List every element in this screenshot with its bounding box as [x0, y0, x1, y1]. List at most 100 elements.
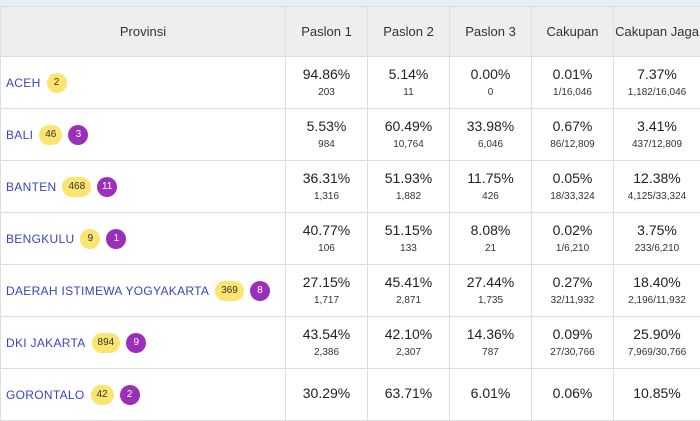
yellow-count-badge[interactable]: 2 — [47, 73, 67, 93]
header-cakupan[interactable]: Cakupan — [532, 7, 614, 57]
count-value: 32/11,932 — [532, 294, 613, 308]
paslon-3-cell: 27.44%1,735 — [450, 265, 532, 317]
paslon-3-cell: 6.01% — [450, 369, 532, 421]
count-value: 21 — [450, 242, 531, 256]
percentage-value: 7.37% — [614, 66, 700, 83]
count-value: 2,386 — [286, 346, 367, 360]
province-cell: GORONTALO 42 2 — [1, 369, 286, 421]
header-paslon-2[interactable]: Paslon 2 — [368, 7, 450, 57]
cakupan-jaga-cell: 12.38% 4,125/33,324 — [614, 161, 700, 213]
percentage-value: 10.85% — [614, 385, 700, 402]
percentage-value: 51.15% — [368, 222, 449, 239]
count-value: 106 — [286, 242, 367, 256]
percentage-value: 63.71% — [368, 385, 449, 402]
province-link[interactable]: DKI JAKARTA — [6, 336, 86, 350]
percentage-value: 25.90% — [614, 326, 700, 343]
count-value: 11 — [368, 86, 449, 100]
percentage-value: 18.40% — [614, 274, 700, 291]
cakupan-cell: 0.05%18/33,324 — [532, 161, 614, 213]
purple-count-badge[interactable]: 3 — [68, 125, 88, 145]
paslon-2-cell: 5.14% 11 — [368, 57, 450, 109]
cakupan-jaga-cell: 7.37%1,182/16,046 — [614, 57, 700, 109]
count-value: 2,196/11,932 — [614, 294, 700, 308]
percentage-value: 12.38% — [614, 170, 700, 187]
yellow-count-badge[interactable]: 369 — [215, 281, 244, 301]
paslon-1-cell: 43.54% 2,386 — [286, 317, 368, 369]
count-value: 2,871 — [368, 294, 449, 308]
paslon-3-cell: 14.36% 787 — [450, 317, 532, 369]
paslon-3-cell: 33.98% 6,046 — [450, 109, 532, 161]
paslon-1-cell: 5.53%984 — [286, 109, 368, 161]
percentage-value: 42.10% — [368, 326, 449, 343]
count-value: 1,735 — [450, 294, 531, 308]
percentage-value: 30.29% — [286, 385, 367, 402]
count-value: 426 — [450, 190, 531, 204]
percentage-value: 36.31% — [286, 170, 367, 187]
cakupan-jaga-cell: 10.85% — [614, 369, 700, 421]
percentage-value: 0.09% — [532, 326, 613, 343]
count-value: 0 — [450, 86, 531, 100]
percentage-value: 0.00% — [450, 66, 531, 83]
percentage-value: 45.41% — [368, 274, 449, 291]
percentage-value: 94.86% — [286, 66, 367, 83]
count-value: 27/30,766 — [532, 346, 613, 360]
percentage-value: 0.06% — [532, 385, 613, 402]
purple-count-badge[interactable]: 2 — [120, 385, 140, 405]
results-table: Provinsi Paslon 1 Paslon 2 Paslon 3 Caku… — [0, 6, 700, 421]
paslon-2-cell: 51.93%1,882 — [368, 161, 450, 213]
table-row: GORONTALO 42 2 30.29%63.71%6.01%0.06%10.85% — [1, 369, 700, 421]
yellow-count-badge[interactable]: 42 — [91, 385, 114, 405]
province-cell: BALI 46 3 — [1, 109, 286, 161]
count-value: 203 — [286, 86, 367, 100]
count-value: 7,969/30,766 — [614, 346, 700, 360]
count-value: 1/16,046 — [532, 86, 613, 100]
count-value: 1,316 — [286, 190, 367, 204]
count-value: 787 — [450, 346, 531, 360]
percentage-value: 14.36% — [450, 326, 531, 343]
purple-count-badge[interactable]: 11 — [97, 177, 117, 197]
purple-count-badge[interactable]: 1 — [106, 229, 126, 249]
province-link[interactable]: BENGKULU — [6, 232, 74, 246]
header-paslon-3[interactable]: Paslon 3 — [450, 7, 532, 57]
cakupan-jaga-cell: 3.75%233/6,210 — [614, 213, 700, 265]
province-link[interactable]: ACEH — [6, 76, 41, 90]
header-paslon-1[interactable]: Paslon 1 — [286, 7, 368, 57]
header-provinsi[interactable]: Provinsi — [1, 7, 286, 57]
percentage-value: 5.14% — [368, 66, 449, 83]
percentage-value: 33.98% — [450, 118, 531, 135]
percentage-value: 43.54% — [286, 326, 367, 343]
percentage-value: 0.27% — [532, 274, 613, 291]
paslon-2-cell: 60.49%10,764 — [368, 109, 450, 161]
cakupan-cell: 0.01% 1/16,046 — [532, 57, 614, 109]
cakupan-cell: 0.02%1/6,210 — [532, 213, 614, 265]
province-link[interactable]: BALI — [6, 128, 33, 142]
percentage-value: 0.67% — [532, 118, 613, 135]
province-link[interactable]: DAERAH ISTIMEWA YOGYAKARTA — [6, 284, 209, 298]
province-link[interactable]: BANTEN — [6, 180, 56, 194]
cakupan-jaga-cell: 3.41%437/12,809 — [614, 109, 700, 161]
yellow-count-badge[interactable]: 46 — [39, 125, 62, 145]
yellow-count-badge[interactable]: 468 — [62, 177, 91, 197]
count-value: 4,125/33,324 — [614, 190, 700, 204]
purple-count-badge[interactable]: 9 — [126, 333, 146, 353]
percentage-value: 0.01% — [532, 66, 613, 83]
cakupan-cell: 0.09% 27/30,766 — [532, 317, 614, 369]
percentage-value: 60.49% — [368, 118, 449, 135]
yellow-count-badge[interactable]: 9 — [80, 229, 100, 249]
header-cakupan-jaga[interactable]: Cakupan Jaga — [614, 7, 700, 57]
yellow-count-badge[interactable]: 894 — [92, 333, 121, 353]
cakupan-cell: 0.67%86/12,809 — [532, 109, 614, 161]
count-value: 1,717 — [286, 294, 367, 308]
percentage-value: 3.75% — [614, 222, 700, 239]
paslon-2-cell: 45.41% 2,871 — [368, 265, 450, 317]
count-value: 2,307 — [368, 346, 449, 360]
province-link[interactable]: GORONTALO — [6, 388, 85, 402]
count-value: 6,046 — [450, 138, 531, 152]
paslon-1-cell: 40.77% 106 — [286, 213, 368, 265]
percentage-value: 40.77% — [286, 222, 367, 239]
purple-count-badge[interactable]: 8 — [250, 281, 270, 301]
percentage-value: 0.05% — [532, 170, 613, 187]
